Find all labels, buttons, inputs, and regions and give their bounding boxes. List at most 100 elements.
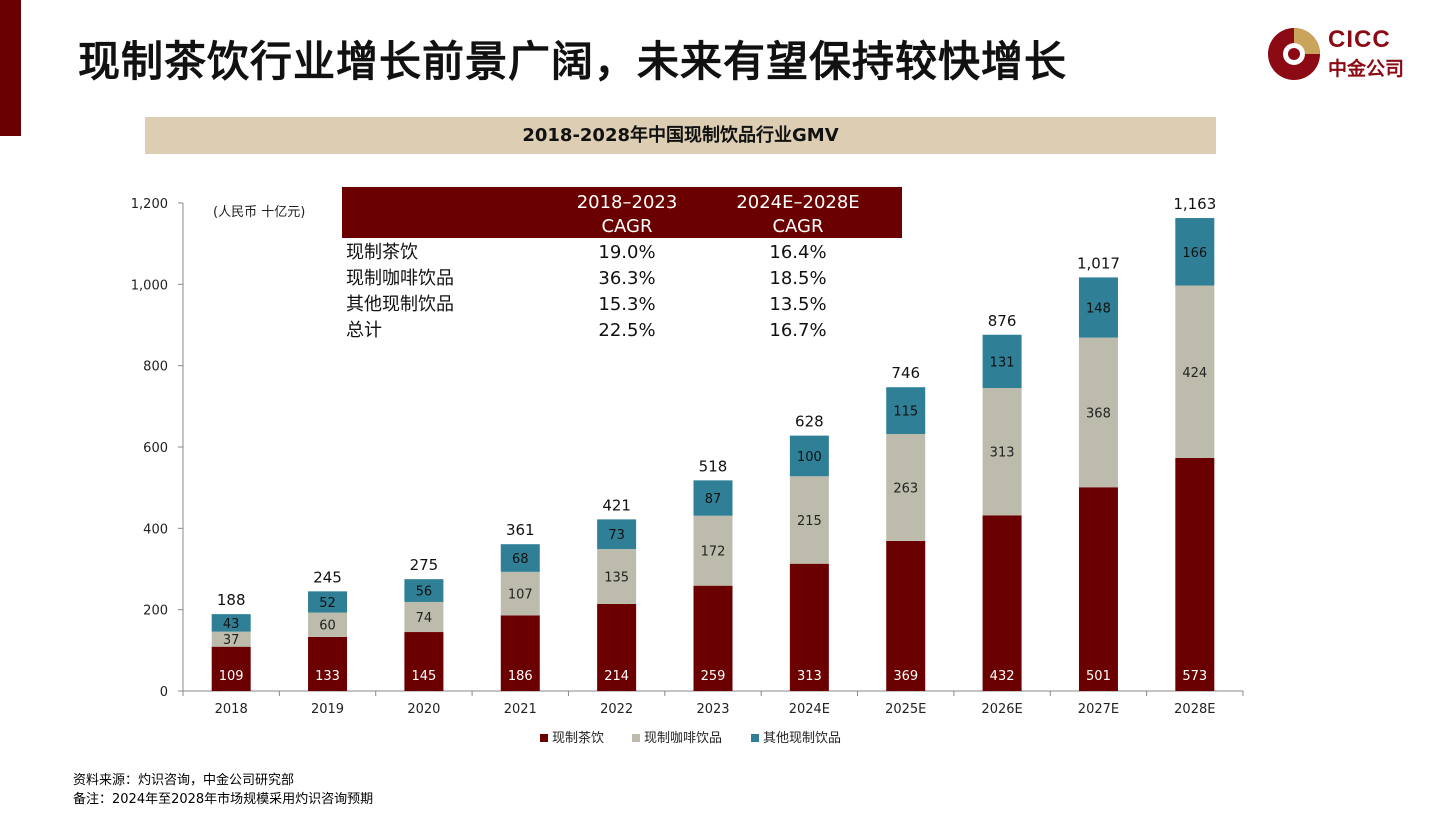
bar-segment: [1078, 487, 1118, 691]
data-label: 369: [893, 669, 918, 684]
data-label: 313: [990, 446, 1015, 461]
data-label: 368: [1086, 406, 1111, 421]
bar-segment: [500, 571, 540, 616]
x-tick-label: 2027E: [1078, 702, 1119, 717]
data-label: 172: [701, 545, 726, 560]
x-tick-label: 2023: [696, 702, 729, 717]
bar-segment: [693, 585, 733, 691]
cagr-header: 2024E–2028E: [736, 192, 859, 213]
bar-segment: [308, 636, 348, 691]
data-label: 56: [416, 585, 433, 600]
bar-segment: [404, 632, 444, 691]
x-tick-label: 2018: [215, 702, 248, 717]
total-label: 746: [891, 364, 920, 382]
cicc-logo: CICC 中金公司: [1266, 26, 1426, 82]
bar-segment: [789, 476, 829, 564]
y-tick-label: 400: [143, 522, 168, 537]
bar-segment: [597, 519, 637, 550]
total-label: 361: [506, 521, 535, 539]
cagr-value: 15.3%: [598, 294, 655, 315]
bar-segment: [500, 544, 540, 572]
x-tick-label: 2019: [311, 702, 344, 717]
data-label: 74: [416, 611, 433, 626]
cicc-logo-icon: [1268, 28, 1320, 80]
y-tick-label: 1,200: [131, 197, 168, 212]
data-label: 432: [990, 669, 1015, 684]
total-label: 628: [795, 413, 824, 431]
total-label: 421: [602, 496, 631, 514]
data-label: 37: [223, 633, 240, 648]
bar-segment: [404, 579, 444, 602]
cagr-table-header-bg: [342, 187, 902, 238]
data-label: 131: [990, 355, 1015, 370]
total-label: 1,017: [1077, 254, 1120, 272]
bar-segment: [211, 631, 251, 647]
bar-segment: [693, 480, 733, 516]
bar-segment: [789, 435, 829, 477]
legend-swatch: [540, 734, 548, 742]
y-tick-label: 600: [143, 441, 168, 456]
cagr-value: 36.3%: [598, 268, 655, 289]
data-label: 100: [797, 450, 822, 465]
bar-segment: [404, 601, 444, 633]
bar-segment: [886, 540, 926, 691]
y-tick-label: 200: [143, 604, 168, 619]
bar-segment: [500, 615, 540, 691]
brand-accent-bar: [0, 0, 21, 136]
total-label: 188: [217, 591, 246, 609]
bar-segment: [982, 388, 1022, 516]
data-label: 133: [315, 669, 340, 684]
x-tick-label: 2028E: [1174, 702, 1215, 717]
data-label: 573: [1182, 669, 1207, 684]
data-label: 60: [319, 619, 336, 634]
data-label: 186: [508, 669, 533, 684]
cagr-header: CAGR: [601, 216, 652, 237]
bar-segment: [982, 515, 1022, 691]
x-tick-label: 2020: [407, 702, 440, 717]
x-tick-label: 2021: [504, 702, 537, 717]
data-label: 263: [893, 481, 918, 496]
data-label: 68: [512, 552, 529, 567]
x-tick-label: 2025E: [885, 702, 926, 717]
chart-title: 2018-2028年中国现制饮品行业GMV: [145, 117, 1216, 154]
source-note: 资料来源：灼识咨询，中金公司研究部: [73, 773, 295, 788]
cagr-row-label: 总计: [346, 320, 382, 341]
data-label: 145: [411, 669, 436, 684]
bar-segment: [886, 387, 926, 434]
x-tick-label: 2022: [600, 702, 633, 717]
total-label: 876: [988, 312, 1017, 330]
total-label: 518: [699, 457, 728, 475]
bar-segment: [693, 515, 733, 586]
y-tick-label: 1,000: [131, 278, 168, 293]
legend-swatch: [632, 734, 640, 742]
bar-segment: [597, 549, 637, 604]
bar-segment: [308, 591, 348, 613]
data-label: 109: [219, 669, 244, 684]
legend-label: 其他现制饮品: [763, 731, 841, 746]
cagr-row-label: 其他现制饮品: [346, 294, 454, 315]
bar-segment: [1078, 277, 1118, 338]
total-label: 1,163: [1173, 195, 1216, 213]
x-tick-label: 2026E: [981, 702, 1022, 717]
y-tick-label: 800: [143, 360, 168, 375]
logo-text-cn: 中金公司: [1328, 58, 1405, 80]
cagr-value: 13.5%: [769, 294, 826, 315]
data-label: 52: [319, 596, 336, 611]
data-label: 73: [608, 528, 625, 543]
x-tick-label: 2024E: [789, 702, 830, 717]
legend-swatch: [751, 734, 759, 742]
unit-label: (人民币 十亿元): [213, 205, 305, 220]
bar-segment: [308, 612, 348, 637]
remark-note: 备注：2024年至2028年市场规模采用灼识咨询预期: [73, 792, 374, 807]
cagr-row-label: 现制咖啡饮品: [346, 268, 454, 289]
data-label: 501: [1086, 669, 1111, 684]
cagr-value: 19.0%: [598, 242, 655, 263]
page-title: 现制茶饮行业增长前景广阔，未来有望保持较快增长: [78, 37, 1068, 86]
bar-segment: [1175, 457, 1215, 691]
data-label: 215: [797, 514, 822, 529]
logo-text-en: CICC: [1328, 26, 1391, 53]
data-label: 259: [701, 669, 726, 684]
total-label: 275: [410, 556, 439, 574]
bar-segment: [1175, 218, 1215, 286]
